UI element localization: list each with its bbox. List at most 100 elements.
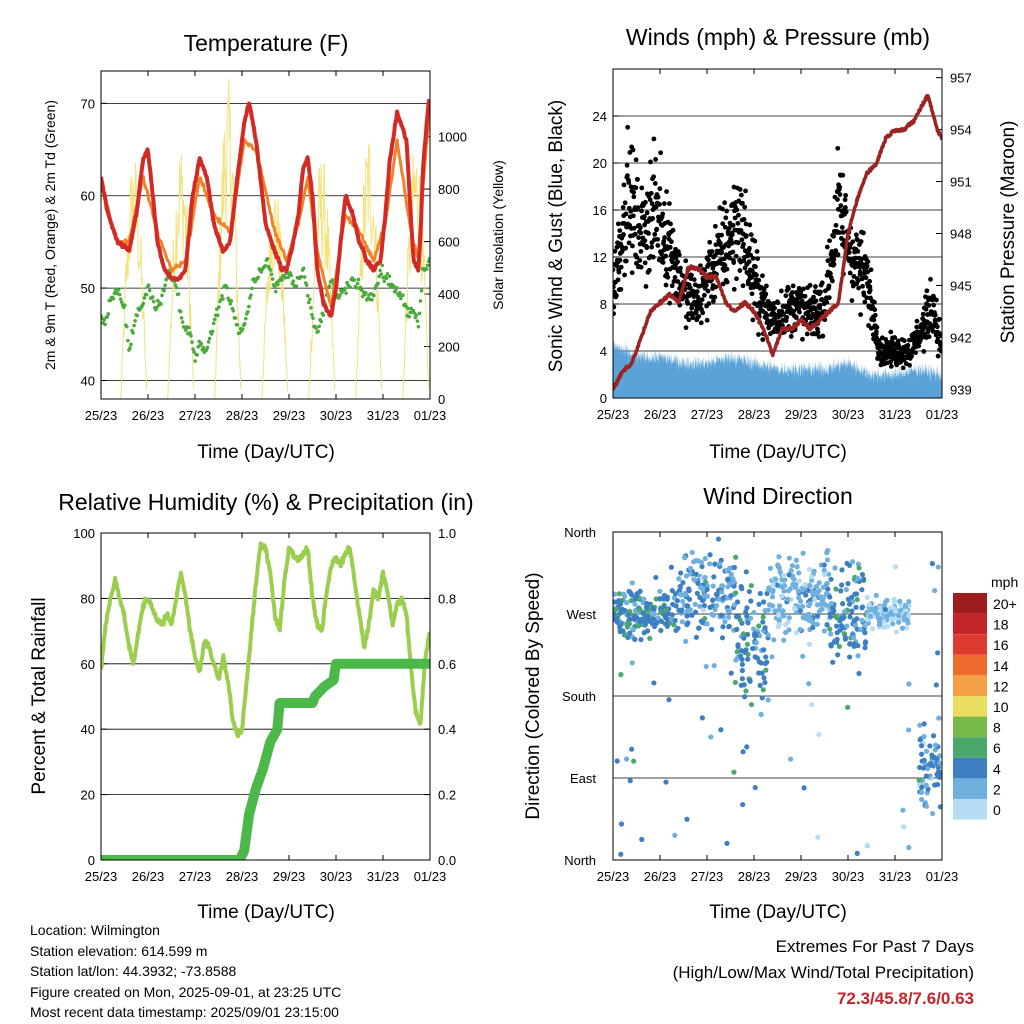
gust-point xyxy=(867,278,873,284)
gust-point xyxy=(718,240,723,246)
data-timestamp: Most recent data timestamp: 2025/09/01 2… xyxy=(30,1004,339,1021)
gust-point xyxy=(694,289,700,294)
direction-point xyxy=(832,565,838,571)
gust-point xyxy=(900,365,906,371)
gust-point xyxy=(849,298,855,303)
speed-legend-label: 14 xyxy=(993,658,1009,674)
station-latlon: Station lat/lon: 44.3932; -73.8588 xyxy=(30,963,237,980)
gust-point xyxy=(756,277,762,283)
dewpoint-point xyxy=(316,329,320,334)
direction-point xyxy=(677,591,683,597)
gust-point xyxy=(837,184,843,190)
dewpoint-point xyxy=(150,295,155,299)
direction-point xyxy=(807,600,813,607)
direction-point xyxy=(785,588,792,594)
speed-legend-label: 16 xyxy=(993,637,1009,653)
gust-point xyxy=(642,238,648,244)
dewpoint-point xyxy=(180,320,185,324)
dewpoint-point xyxy=(382,279,387,284)
direction-point xyxy=(663,612,670,618)
direction-point xyxy=(828,600,835,607)
direction-point xyxy=(767,565,774,571)
x-tick-label: 25/23 xyxy=(85,408,118,423)
gust-point xyxy=(867,287,873,293)
direction-point xyxy=(731,769,737,775)
direction-point xyxy=(704,586,710,593)
dewpoint-point xyxy=(129,342,133,347)
y-tick-label: 40 xyxy=(81,374,95,389)
gust-point xyxy=(722,200,728,206)
gust-point xyxy=(772,305,777,311)
direction-point xyxy=(702,574,708,580)
direction-point xyxy=(719,583,726,589)
direction-point xyxy=(734,626,740,632)
direction-point xyxy=(707,561,713,567)
direction-point xyxy=(781,588,787,594)
direction-point xyxy=(927,743,933,749)
direction-point xyxy=(671,622,677,628)
dewpoint-point xyxy=(268,268,273,272)
direction-point xyxy=(920,765,927,771)
y-tick-label: 12 xyxy=(593,250,607,265)
gust-point xyxy=(668,221,673,227)
direction-point xyxy=(864,594,870,600)
gust-point xyxy=(746,259,752,264)
direction-point xyxy=(802,582,808,588)
dewpoint-point xyxy=(419,288,424,293)
gust-point xyxy=(649,201,655,207)
y-tick-label: 60 xyxy=(81,189,95,204)
gust-point xyxy=(858,312,863,318)
direction-point xyxy=(684,613,690,619)
dewpoint-point xyxy=(102,318,106,322)
dewpoint-point xyxy=(309,305,313,310)
direction-point xyxy=(849,608,855,614)
direction-point xyxy=(644,628,651,634)
gust-point xyxy=(701,292,707,298)
direction-point xyxy=(670,601,676,607)
gust-point xyxy=(842,197,848,203)
gust-point xyxy=(704,317,710,323)
gust-point xyxy=(670,227,676,233)
dewpoint-point xyxy=(273,289,278,294)
direction-point xyxy=(673,627,679,634)
gust-point xyxy=(831,233,836,239)
direction-point xyxy=(613,606,619,612)
dewpoint-point xyxy=(116,288,121,292)
direction-point xyxy=(709,626,715,633)
direction-point xyxy=(725,576,731,582)
gust-point xyxy=(664,189,669,194)
direction-point xyxy=(626,621,632,627)
dewpoint-point xyxy=(407,314,411,319)
direction-point xyxy=(806,566,813,573)
gust-point xyxy=(631,194,637,200)
direction-point xyxy=(838,623,844,629)
dewpoint-point xyxy=(370,298,374,302)
direction-point xyxy=(678,570,684,576)
dewpoint-point xyxy=(235,323,240,327)
direction-point xyxy=(748,598,754,604)
direction-point xyxy=(741,682,747,688)
direction-point xyxy=(618,851,624,857)
gust-point xyxy=(623,211,629,217)
dewpoint-point xyxy=(105,315,110,319)
direction-point xyxy=(689,612,695,618)
direction-point xyxy=(862,645,868,651)
x-tick-label: 28/23 xyxy=(738,869,771,884)
x-tick-label: 01/23 xyxy=(926,869,959,884)
gust-point xyxy=(913,350,918,356)
dewpoint-point xyxy=(189,333,193,338)
gust-point xyxy=(831,261,837,267)
direction-point xyxy=(923,773,929,779)
dewpoint-point xyxy=(270,277,275,281)
gust-point xyxy=(892,335,898,340)
gust-point xyxy=(843,209,849,215)
solar-insolation-line xyxy=(355,142,383,399)
gust-point xyxy=(631,225,637,231)
gust-point xyxy=(826,295,832,301)
gust-point xyxy=(618,264,624,270)
gust-point xyxy=(813,298,819,304)
dewpoint-point xyxy=(426,259,430,264)
direction-point xyxy=(737,653,744,659)
gust-point xyxy=(705,288,711,294)
direction-tick-label: South xyxy=(562,689,596,704)
